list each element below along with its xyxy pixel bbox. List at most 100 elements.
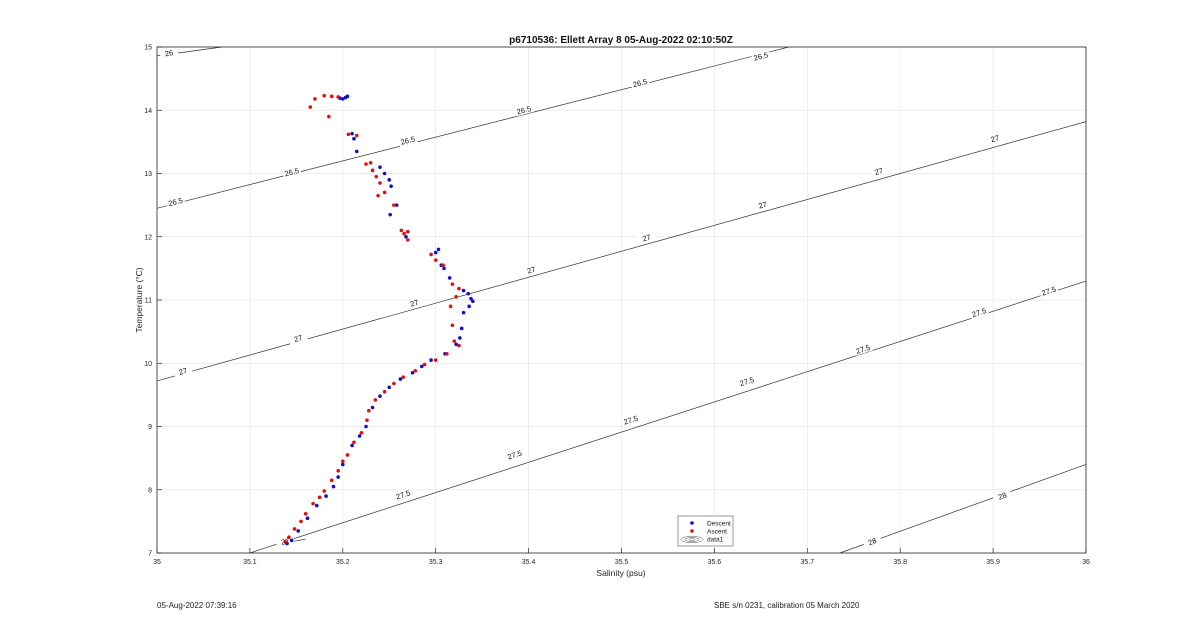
descent-point	[345, 94, 350, 99]
contour-label: 27	[752, 197, 773, 212]
descent-point	[447, 276, 452, 280]
descent-point	[469, 296, 473, 301]
grid-lines	[156, 46, 1087, 554]
descent-point	[466, 291, 471, 296]
contour-label-text: 26.5	[516, 104, 532, 116]
ascent-point	[422, 362, 427, 367]
ascent-point	[454, 295, 458, 299]
ascent-point	[378, 181, 382, 185]
ascent-point	[433, 258, 438, 262]
contour-line	[249, 280, 1087, 554]
descent-point	[305, 516, 310, 521]
x-tick-label: 35.2	[336, 559, 350, 566]
descent-point	[389, 184, 393, 188]
descent-point	[436, 247, 441, 252]
contour-label: 27	[636, 230, 657, 245]
contour-label-bg	[1038, 283, 1059, 298]
descent-point	[357, 434, 362, 438]
ascent-point	[452, 339, 457, 343]
ascent-point	[346, 132, 351, 137]
contour-label-text: 27	[641, 233, 651, 244]
data-points	[283, 93, 475, 546]
ascent-point	[402, 231, 406, 236]
descent-point	[467, 304, 471, 309]
contour-label: 27	[984, 131, 1005, 145]
ascent-point	[445, 351, 449, 356]
ascent-point	[322, 93, 327, 98]
contour-line	[156, 46, 789, 209]
footer-timestamp: 05-Aug-2022 07:39:16	[157, 601, 237, 610]
x-tick-label: 35.4	[522, 559, 536, 566]
contour-label: 27.5	[852, 341, 873, 356]
contour-label-text: 26.5	[400, 134, 416, 146]
legend: Descent Ascent data1	[677, 515, 734, 547]
x-axis-label: Salinity (psu)	[596, 568, 645, 578]
y-tick-label: 14	[144, 108, 152, 115]
contour-label: 27	[868, 164, 889, 178]
contour-label-text: 27	[293, 333, 303, 344]
contour-label-bg	[969, 305, 989, 320]
ascent-point	[450, 323, 455, 328]
contour-label-bg	[620, 412, 641, 427]
contour-label-bg	[393, 487, 413, 502]
ascent-point	[374, 174, 379, 179]
ascent-point	[448, 304, 453, 309]
descent-point	[404, 234, 408, 239]
x-tick-label: 35.7	[800, 559, 814, 566]
legend-data1-label: data1	[707, 537, 724, 544]
ascent-point	[365, 418, 369, 422]
y-tick-label: 8	[148, 487, 152, 494]
contour-label-text: 28	[997, 490, 1008, 501]
ascent-point	[287, 535, 291, 539]
contour-label: 26.5	[750, 49, 771, 63]
x-tick-label: 35.6	[708, 559, 722, 566]
descent-point	[419, 364, 424, 369]
descent-point	[314, 503, 319, 508]
ascent-point	[457, 343, 461, 348]
axis-ticks: 35 35.1 35.2 35.3 35.4 35.5 35.6 35.7 35.8 35.9 36…	[144, 45, 1090, 567]
descent-point	[433, 250, 438, 255]
descent-point	[410, 370, 415, 375]
y-tick-label: 10	[144, 361, 152, 368]
x-tick-label: 35.1	[243, 559, 257, 566]
contour-label-bg	[172, 364, 193, 378]
ascent-point	[336, 468, 340, 473]
ascent-point	[392, 381, 396, 386]
contour-label-text: 26.5	[167, 196, 183, 208]
contour-label-text: 26.5	[753, 50, 769, 62]
ascent-point	[370, 168, 375, 173]
contour-label-text: 27.5	[622, 414, 639, 427]
y-tick-label: 13	[144, 171, 152, 178]
descent-point	[461, 288, 466, 293]
contour-label-bg	[636, 230, 657, 245]
y-axis-label: Temperature (°C)	[134, 267, 144, 332]
y-tick-label: 9	[148, 424, 152, 431]
contour-label-bg	[165, 194, 186, 209]
contour-label-bg	[868, 164, 889, 178]
contour-label: 27	[288, 331, 308, 345]
ascent-point	[364, 162, 368, 166]
contour-label-bg	[852, 341, 873, 356]
contour-label: 28	[992, 488, 1013, 503]
descent-point	[442, 266, 446, 271]
contour-label: 27.5	[1038, 283, 1059, 298]
ascent-point	[299, 519, 303, 524]
descent-point	[370, 405, 375, 410]
x-tick-label: 35.8	[893, 559, 907, 566]
descent-point	[429, 358, 433, 362]
footer-calibration: SBE s/n 0231, calibration 05 March 2020	[714, 601, 860, 610]
contour-label-text: 27	[874, 166, 884, 177]
ascent-point	[399, 228, 404, 233]
descent-point	[289, 538, 294, 543]
contour-label-bg	[404, 295, 425, 310]
ascent-point	[401, 375, 405, 379]
contour-label-bg	[521, 263, 542, 277]
contour-label-bg	[513, 103, 534, 117]
ascent-point	[308, 105, 313, 109]
contour-label: 27	[172, 364, 193, 378]
descent-point	[341, 462, 345, 467]
descent-point	[394, 203, 399, 207]
ascent-point	[368, 160, 373, 165]
contour-label-text: 27	[757, 200, 767, 211]
